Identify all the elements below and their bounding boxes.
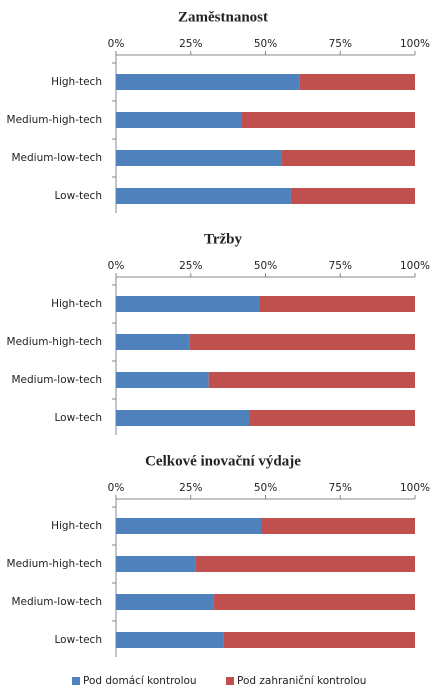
x-tick-label: 0% [108, 482, 125, 494]
bar-segment [189, 334, 415, 350]
bar-segment [208, 372, 415, 388]
legend-label: Pod zahraniční kontrolou [237, 675, 366, 687]
chart-title: Celkové inovační výdaje [145, 453, 301, 469]
bar-segment [116, 296, 260, 312]
bar-segment [223, 632, 415, 648]
y-tick-label: Low-tech [55, 634, 102, 646]
y-tick-label: High-tech [51, 76, 102, 88]
x-tick-label: 50% [254, 38, 277, 50]
x-tick-label: 0% [108, 260, 125, 272]
legend-swatch [72, 677, 80, 685]
y-tick-label: Low-tech [55, 190, 102, 202]
x-tick-label: 50% [254, 482, 277, 494]
bar-segment [116, 518, 262, 534]
bar-segment [116, 410, 250, 426]
bar-segment [116, 74, 300, 90]
bar-segment [249, 410, 415, 426]
bar-segment [116, 150, 282, 166]
bar-segment [281, 150, 415, 166]
bar-segment [116, 334, 190, 350]
x-tick-label: 25% [179, 482, 202, 494]
chart-title: Tržby [204, 231, 243, 247]
y-tick-label: Medium-low-tech [12, 374, 103, 386]
x-tick-label: 75% [329, 260, 352, 272]
legend-swatch [226, 677, 234, 685]
y-tick-label: High-tech [51, 520, 102, 532]
y-tick-label: High-tech [51, 298, 102, 310]
bar-segment [116, 188, 291, 204]
chart-title: Zaměstnanost [178, 9, 268, 25]
y-tick-label: Medium-high-tech [7, 114, 102, 126]
y-tick-label: Medium-low-tech [12, 596, 103, 608]
bar-segment [116, 594, 214, 610]
bar-segment [116, 372, 209, 388]
y-tick-label: Medium-high-tech [7, 558, 102, 570]
x-tick-label: 100% [400, 38, 430, 50]
bar-segment [195, 556, 415, 572]
x-tick-label: 25% [179, 260, 202, 272]
bar-segment [213, 594, 415, 610]
x-tick-label: 75% [329, 482, 352, 494]
bar-segment [299, 74, 415, 90]
x-tick-label: 75% [329, 38, 352, 50]
y-tick-label: Low-tech [55, 412, 102, 424]
bar-segment [116, 632, 224, 648]
x-tick-label: 100% [400, 260, 430, 272]
bar-segment [116, 556, 196, 572]
bar-segment [116, 112, 242, 128]
x-tick-label: 50% [254, 260, 277, 272]
legend-label: Pod domácí kontrolou [83, 675, 197, 687]
x-tick-label: 100% [400, 482, 430, 494]
bar-segment [290, 188, 415, 204]
y-tick-label: Medium-low-tech [12, 152, 103, 164]
y-tick-label: Medium-high-tech [7, 336, 102, 348]
bar-segment [241, 112, 415, 128]
bar-segment [261, 518, 415, 534]
x-tick-label: 0% [108, 38, 125, 50]
bar-segment [259, 296, 415, 312]
x-tick-label: 25% [179, 38, 202, 50]
